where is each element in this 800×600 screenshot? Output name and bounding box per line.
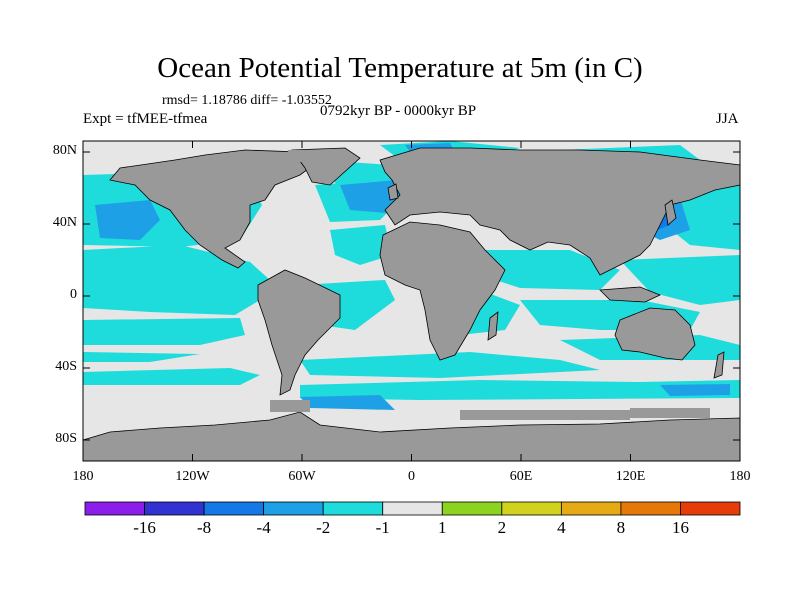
plot-title: Ocean Potential Temperature at 5m (in C) xyxy=(157,52,643,84)
season-label: JJA xyxy=(716,111,739,127)
land-antarctic-shelf xyxy=(630,408,710,418)
anomaly-patch xyxy=(83,318,245,345)
colorbar-swatch xyxy=(620,501,681,516)
anomaly-patch xyxy=(620,255,740,305)
land-south-america xyxy=(257,269,341,396)
land-antarctic-shelf xyxy=(460,410,630,420)
colorbar-label: 1 xyxy=(438,518,447,537)
land-antarctic-shelf xyxy=(270,400,310,412)
land-madagascar xyxy=(487,311,499,341)
colorbar-swatch xyxy=(382,501,443,516)
x-tick-label: 60E xyxy=(509,469,533,484)
x-tick-label: 60W xyxy=(288,469,316,484)
anomaly-patch xyxy=(330,225,392,265)
y-tick-label: 40S xyxy=(55,359,77,374)
land-arctic-island xyxy=(288,150,308,162)
land-eurasia xyxy=(379,147,741,276)
y-tick-label: 80N xyxy=(52,143,77,158)
x-tick-label: 180 xyxy=(72,469,94,484)
y-tick-label: 40N xyxy=(52,215,77,230)
land-indonesia xyxy=(599,286,662,303)
tick-marks xyxy=(82,141,741,461)
colorbar-label: -2 xyxy=(316,518,331,537)
x-tick-label: 0 xyxy=(408,469,415,484)
x-tick-label: 120W xyxy=(175,469,210,484)
colorbar-label: -8 xyxy=(196,518,212,537)
land-masses xyxy=(82,147,741,462)
land-australia xyxy=(614,307,696,361)
colorbar-swatch xyxy=(263,501,324,516)
anomaly-patch xyxy=(95,200,160,240)
colorbar-label: -16 xyxy=(133,518,156,537)
anomaly-patch xyxy=(83,245,270,315)
anomaly-patch xyxy=(300,352,600,378)
anomaly-patch xyxy=(300,395,395,410)
land-japan xyxy=(664,199,677,226)
anomaly-patch xyxy=(83,368,260,385)
colorbar-swatch xyxy=(560,501,622,516)
anomaly-patch xyxy=(660,384,730,396)
colorbar-label: -1 xyxy=(375,518,390,537)
colorbar-label: 8 xyxy=(616,518,626,537)
colorbar-swatch xyxy=(203,501,265,516)
y-tick-label: 0 xyxy=(70,287,77,302)
anomaly-patch xyxy=(470,250,620,290)
land-uk xyxy=(387,183,399,201)
land-africa xyxy=(379,221,506,361)
colorbar-label: 4 xyxy=(557,518,566,537)
colorbar-swatch xyxy=(441,501,503,516)
colorbar-swatch xyxy=(680,501,741,516)
experiment-label: Expt = tfMEE-tfmea xyxy=(83,111,208,127)
colorbar-label: 2 xyxy=(497,518,507,537)
colorbar-swatch xyxy=(144,501,205,516)
colorbar-label: 16 xyxy=(671,518,689,537)
colorbar-swatch xyxy=(501,501,562,516)
colorbar-swatch xyxy=(84,501,145,516)
colorbar xyxy=(84,501,741,516)
stats-label: rmsd= 1.18786 diff= -1.03552 xyxy=(162,93,332,108)
x-tick-label: 180 xyxy=(729,469,751,484)
land-north-america xyxy=(109,149,321,269)
colorbar-label: -4 xyxy=(256,518,271,537)
land-new-zealand xyxy=(713,351,725,379)
x-tick-label: 120E xyxy=(615,469,646,484)
y-tick-label: 80S xyxy=(55,431,77,446)
period-label: 0792kyr BP - 0000kyr BP xyxy=(320,103,477,119)
land-greenland xyxy=(291,147,361,186)
anomaly-patch xyxy=(300,380,740,400)
anomaly-patch xyxy=(83,352,200,362)
colorbar-swatch xyxy=(322,501,384,516)
